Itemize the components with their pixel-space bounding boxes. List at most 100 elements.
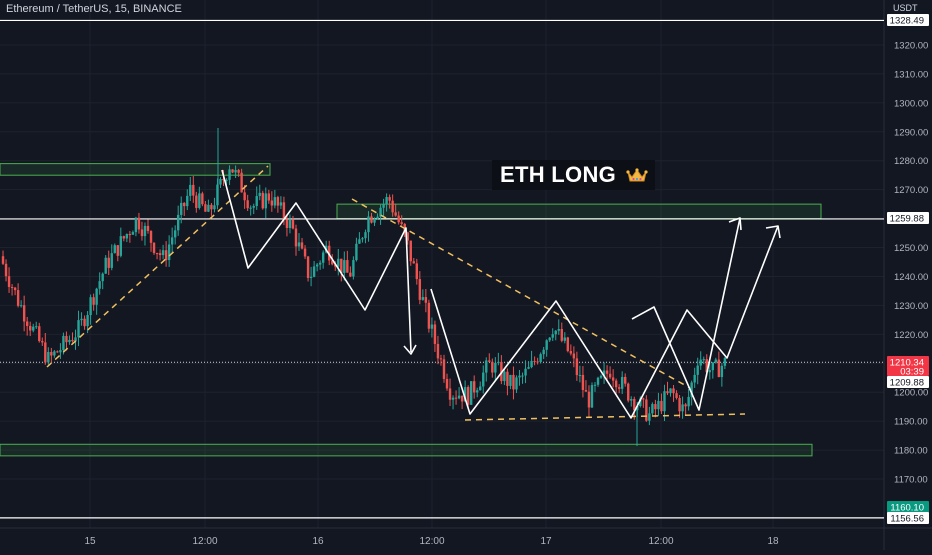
candle-body [207,204,210,212]
candle-body [264,193,267,209]
candle-body [180,202,183,215]
current-price-tag-bg [887,356,929,368]
candle-body [176,214,180,231]
candle-body [482,372,485,387]
candle-body [506,371,509,386]
candle-body [448,388,452,400]
candle-body [198,193,201,208]
candle-body [29,325,32,331]
candle-body [524,368,527,376]
candle-body [566,337,570,352]
candle-body [276,197,280,206]
candle-body [400,222,403,224]
candle-body [563,337,567,341]
candle-body [291,219,295,229]
x-tick-label: 16 [312,536,324,547]
candle-body [693,374,696,383]
candle-body [189,184,192,196]
candle-body [415,263,419,280]
candle-body [22,305,26,322]
candle-body [346,260,349,273]
candle-body [104,257,107,274]
candle-body [270,200,274,206]
candle-body [74,337,77,342]
candle-body [237,170,240,173]
candle-body [720,365,724,378]
candle-body [451,397,455,400]
candle-body [7,276,11,287]
candle-body [512,374,515,390]
candle-body [654,404,657,410]
candle-body [71,339,74,342]
candle-body [41,341,44,343]
candle-body [110,253,113,268]
candle-body [614,380,618,388]
candle-body [195,195,198,208]
candle-body [334,264,337,267]
candle-body [596,377,600,385]
candle-body [690,382,693,397]
candle-body [340,258,343,273]
candle-body [503,371,506,382]
candle-body [409,240,412,262]
candle-body [509,374,512,386]
candle-body [605,370,609,374]
candle-body [222,178,225,181]
candle-body [62,335,65,351]
candle-body [10,286,14,288]
candle-body [418,279,422,300]
candle-body [463,387,467,402]
projection-arrowhead-right [765,225,781,239]
candle-body [557,329,560,331]
candle-body [216,184,219,206]
candle-body [192,184,195,196]
candle-body [675,393,678,398]
candle-body [300,242,304,249]
candle-body [684,404,687,407]
candle-body [581,374,585,391]
candle-body [158,253,162,256]
candle-body [164,250,168,261]
candle-body [466,387,470,405]
candle-body [645,399,648,421]
candle-body [723,358,727,366]
candle-body [261,192,264,209]
candle-body [355,243,358,261]
candle-body [32,326,35,331]
eth-long-banner: ETH LONG [492,160,655,190]
candle-body [469,381,473,405]
x-tick-label: 17 [540,536,552,547]
candle-body [678,397,681,412]
candle-body [379,207,382,217]
candle-body [146,225,150,231]
candle-body [711,362,714,371]
bid-price-tag: 1209.88 [890,378,924,389]
candle-body [231,169,234,173]
candle-body [657,400,660,410]
candle-body [77,320,80,338]
candle-body [406,232,409,241]
candle-body [575,358,579,376]
candle-body [551,334,554,338]
candle-body [569,351,573,354]
candle-body [234,170,237,173]
candle-body [494,362,497,373]
candle-body [717,359,721,378]
candle-body [663,391,666,412]
candle-body [620,376,624,389]
projection-path-down [221,169,412,353]
candle-body [309,276,313,278]
candle-body [472,381,476,393]
currency-label: USDT [893,3,918,13]
support-price-tag-bg [887,501,929,513]
candle-body [361,238,364,240]
candle-body [530,360,533,368]
candle-body [173,230,177,238]
candle-body [608,373,612,378]
candle-body [599,375,603,378]
candle-body [315,264,319,267]
candle-body [113,245,116,254]
y-tick-label: 1220.00 [894,330,928,341]
